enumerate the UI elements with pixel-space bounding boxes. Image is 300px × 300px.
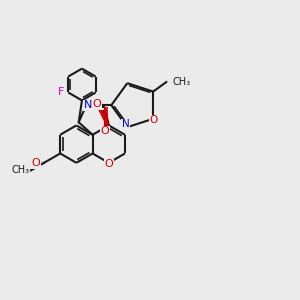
Text: O: O <box>92 99 101 109</box>
Text: CH₃: CH₃ <box>11 165 29 176</box>
Text: O: O <box>31 158 40 168</box>
Text: CH₃: CH₃ <box>173 77 191 87</box>
Text: N: N <box>84 100 92 110</box>
Text: F: F <box>57 88 64 98</box>
Text: O: O <box>149 115 157 125</box>
Text: N: N <box>122 119 130 129</box>
Text: O: O <box>104 159 113 169</box>
Text: O: O <box>100 126 109 136</box>
